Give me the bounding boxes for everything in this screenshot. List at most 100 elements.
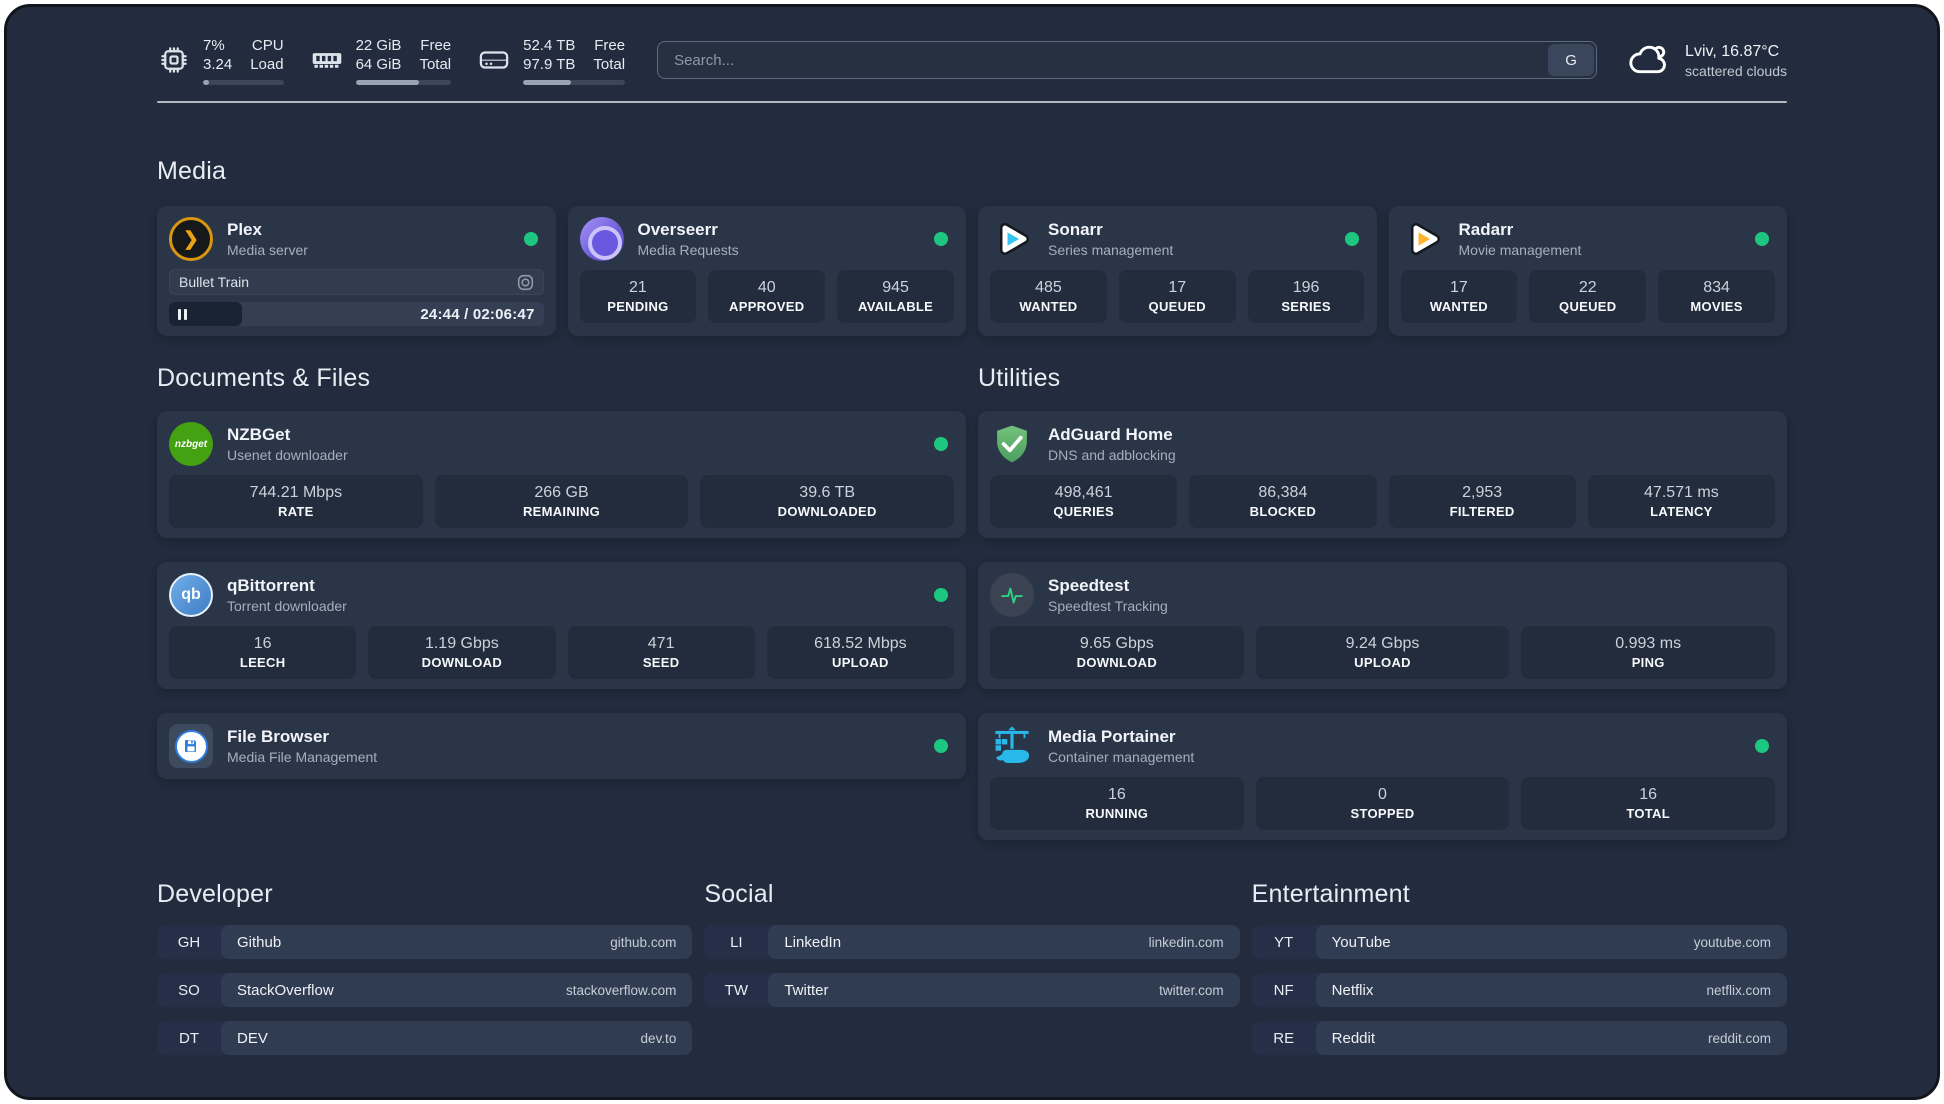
disk-stat-widget: 52.4 TB 97.9 TB Free Total (477, 36, 626, 85)
app-card-plex[interactable]: Plex Media server Bullet Train (157, 206, 556, 336)
app-title: NZBGet (227, 424, 291, 444)
stat-label: UPLOAD (832, 655, 889, 670)
stat-label: STOPPED (1350, 806, 1415, 821)
bookmark-url: dev.to (640, 1030, 677, 1046)
section-title-social: Social (704, 880, 774, 908)
app-card-filebrowser[interactable]: File Browser Media File Management (157, 713, 966, 779)
stat-tile: 196 SERIES (1247, 270, 1365, 323)
bookmark-linkedin[interactable]: LI LinkedIn linkedin.com (704, 925, 1240, 959)
stat-value: 17 (1168, 279, 1187, 296)
ram-free-value: 22 GiB (355, 36, 402, 54)
stat-value: 9.24 Gbps (1345, 635, 1420, 652)
stat-label: DOWNLOAD (421, 655, 503, 670)
status-dot-online (934, 739, 948, 753)
status-dot-online (934, 232, 948, 246)
weather-condition: scattered clouds (1685, 62, 1787, 79)
app-card-radarr[interactable]: Radarr Movie management 17 WANTED 22 QUE… (1388, 206, 1787, 336)
stat-label: QUEUED (1148, 299, 1206, 314)
bookmark-dev[interactable]: DT DEV dev.to (157, 1021, 693, 1055)
playback-progress-fill (169, 302, 243, 326)
stat-label: BLOCKED (1249, 504, 1317, 519)
stat-value: 21 (629, 279, 647, 296)
app-subtitle: Series management (1048, 241, 1174, 258)
stat-tile: 9.65 Gbps DOWNLOAD (990, 626, 1244, 679)
section-title-media: Media (157, 157, 227, 185)
overseerr-icon (579, 217, 624, 261)
nzbget-icon (169, 422, 213, 466)
stat-value: 834 (1703, 279, 1730, 296)
stat-label: APPROVED (729, 299, 805, 314)
bookmark-github[interactable]: GH Github github.com (157, 925, 693, 959)
search-input[interactable] (658, 42, 1549, 78)
bookmark-youtube[interactable]: YT YouTube youtube.com (1251, 925, 1787, 959)
stat-tile: 485 WANTED (990, 270, 1107, 323)
bookmark-url: youtube.com (1693, 934, 1771, 950)
qbittorrent-icon (169, 573, 213, 617)
bookmark-stackoverflow[interactable]: SO StackOverflow stackoverflow.com (157, 973, 693, 1007)
stat-tile: 16 TOTAL (1521, 777, 1776, 830)
stat-value: 266 GB (534, 484, 589, 501)
bookmark-name: DEV (237, 1029, 268, 1047)
bookmark-name: Reddit (1331, 1029, 1376, 1047)
bookmark-name: Github (237, 933, 282, 951)
developer-column: Developer GH Github github.com SO StackO… (157, 880, 693, 1055)
ram-total-value: 64 GiB (355, 55, 402, 73)
app-card-sonarr[interactable]: Sonarr Series management 485 WANTED 17 Q… (978, 206, 1377, 336)
app-card-adguard[interactable]: AdGuard Home DNS and adblocking 498,461 … (978, 411, 1787, 538)
stat-value: 0.993 ms (1615, 635, 1682, 652)
cpu-load-value: 3.24 (203, 55, 233, 73)
status-dot-online (934, 437, 948, 451)
stat-label: SEED (642, 655, 680, 670)
bookmark-name: Netflix (1331, 981, 1374, 999)
stat-label: PING (1631, 655, 1665, 670)
bookmark-reddit[interactable]: RE Reddit reddit.com (1251, 1021, 1787, 1055)
stat-label: LEECH (239, 655, 286, 670)
stat-label: LATENCY (1650, 504, 1713, 519)
stat-label: WANTED (1429, 299, 1488, 314)
app-title: Media Portainer (1048, 726, 1176, 746)
bookmark-abbr: RE (1273, 1029, 1295, 1047)
bookmark-netflix[interactable]: NF Netflix netflix.com (1251, 973, 1787, 1007)
stat-label: FILTERED (1449, 504, 1515, 519)
section-title-entertainment: Entertainment (1251, 880, 1410, 908)
entertainment-column: Entertainment YT YouTube youtube.com NF … (1251, 880, 1787, 1055)
weather-location: Lviv, 16.87°C (1685, 42, 1780, 60)
app-subtitle: Media File Management (227, 748, 378, 765)
stat-tile: 2,953 FILTERED (1388, 475, 1576, 528)
ram-icon (310, 45, 344, 75)
cpu-load-label: Load (250, 55, 284, 73)
disk-free-value: 52.4 TB (523, 36, 576, 54)
app-subtitle: DNS and adblocking (1048, 446, 1176, 463)
top-bar: 7% 3.24 CPU Load (157, 33, 1787, 87)
bookmark-name: LinkedIn (784, 933, 842, 951)
search-engine-button[interactable]: G (1548, 44, 1595, 76)
cloud-icon (1627, 43, 1671, 77)
sonarr-icon (990, 217, 1034, 261)
playback-progress-bar: 24:44 / 02:06:47 (169, 302, 544, 326)
app-card-qbittorrent[interactable]: qBittorrent Torrent downloader 16 LEECH … (157, 562, 966, 689)
disk-stat-text: 52.4 TB 97.9 TB Free Total (523, 36, 626, 85)
app-card-speedtest[interactable]: Speedtest Speedtest Tracking 9.65 Gbps D… (978, 562, 1787, 689)
stat-label: PENDING (607, 299, 669, 314)
bookmark-twitter[interactable]: TW Twitter twitter.com (704, 973, 1240, 1007)
stat-value: 945 (882, 279, 909, 296)
stat-value: 22 (1578, 279, 1597, 296)
session-settings-icon[interactable] (517, 274, 534, 291)
app-card-nzbget[interactable]: NZBGet Usenet downloader 744.21 Mbps RAT… (157, 411, 966, 538)
app-subtitle: Container management (1048, 748, 1195, 765)
stat-label: AVAILABLE (857, 299, 934, 314)
status-dot-online (1344, 232, 1359, 246)
stat-label: MOVIES (1690, 299, 1743, 314)
stat-value: 618.52 Mbps (814, 635, 907, 652)
weather-widget: Lviv, 16.87°C scattered clouds (1627, 41, 1787, 80)
stat-label: WANTED (1019, 299, 1078, 314)
stat-tile: 22 QUEUED (1529, 270, 1647, 323)
utilities-column: Utilities (978, 364, 1787, 840)
app-card-overseerr[interactable]: Overseerr Media Requests 21 PENDING 40 A… (567, 206, 966, 336)
adguard-icon (990, 422, 1034, 466)
stat-tile: 16 RUNNING (990, 777, 1244, 830)
portainer-icon (990, 724, 1034, 768)
stat-tile: 0.993 ms PING (1521, 626, 1776, 679)
status-dot-online (934, 588, 948, 602)
app-card-portainer[interactable]: Media Portainer Container management 16 … (978, 713, 1787, 840)
